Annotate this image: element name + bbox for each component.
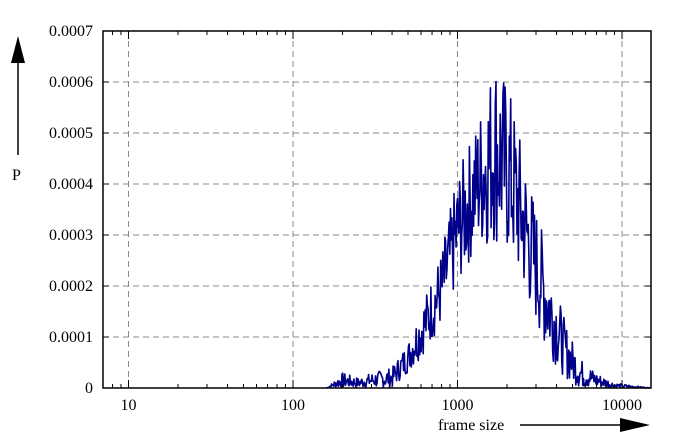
x-tick-label: 10000 <box>602 397 642 414</box>
y-tick-label: 0.0006 <box>49 74 93 91</box>
series-line <box>326 80 651 389</box>
y-tick-label: 0.0004 <box>49 176 93 193</box>
x-axis-arrow <box>520 418 650 432</box>
x-tick-label: 100 <box>281 397 305 414</box>
series <box>326 80 651 389</box>
y-axis-arrow <box>11 36 25 155</box>
x-axis-label: frame size <box>438 417 504 434</box>
y-axis-label: P <box>12 167 21 184</box>
y-tick-label: 0.0007 <box>49 23 93 40</box>
x-ticks: 10 100 1000 10000 <box>112 31 642 414</box>
plot-frame <box>102 30 652 389</box>
y-tick-label: 0.0005 <box>49 125 93 142</box>
y-tick-label: 0.0002 <box>49 278 93 295</box>
y-tick-label: 0 <box>85 380 93 397</box>
y-ticks: 0 0.0001 0.0002 0.0003 0.0004 0.0005 0.0006 0.0… <box>49 23 651 397</box>
grid <box>103 31 651 388</box>
x-tick-label: 1000 <box>442 397 474 414</box>
x-tick-label: 10 <box>120 397 136 414</box>
y-tick-label: 0.0003 <box>49 227 93 244</box>
y-tick-label: 0.0001 <box>49 329 93 346</box>
